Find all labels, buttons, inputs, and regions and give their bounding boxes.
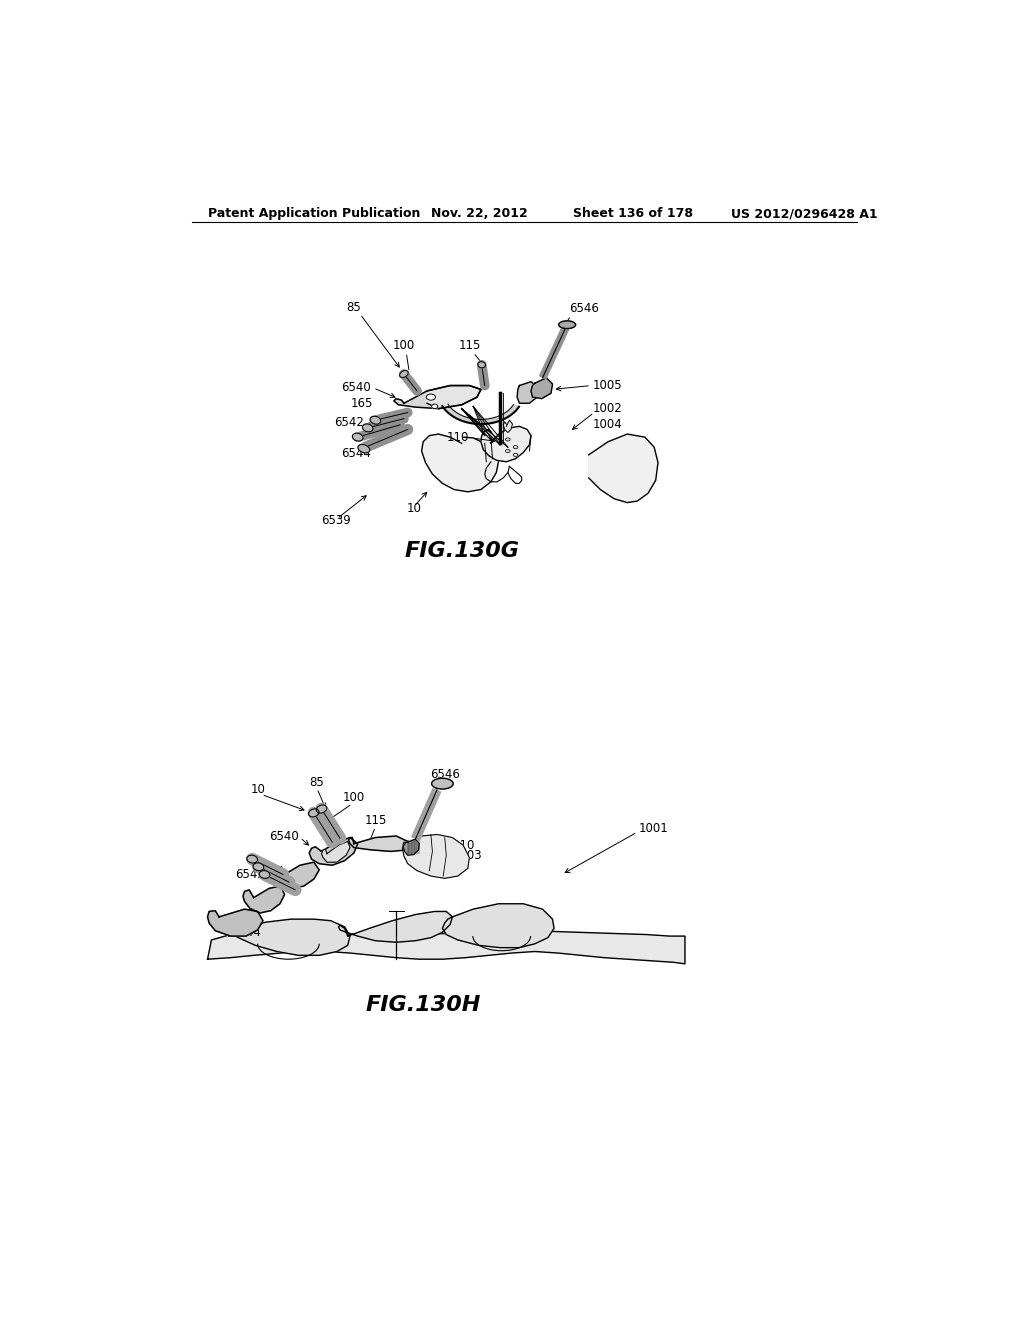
Text: 165: 165: [351, 397, 373, 409]
Polygon shape: [208, 931, 685, 964]
Polygon shape: [348, 836, 410, 851]
Text: 1002: 1002: [593, 403, 623, 416]
Ellipse shape: [352, 433, 364, 441]
Ellipse shape: [316, 805, 327, 813]
Text: 6546: 6546: [569, 302, 599, 315]
Ellipse shape: [358, 445, 370, 453]
Ellipse shape: [559, 321, 575, 329]
Text: 10: 10: [250, 783, 265, 796]
Text: 6544: 6544: [231, 925, 261, 939]
Ellipse shape: [399, 371, 409, 378]
Polygon shape: [394, 385, 481, 409]
Ellipse shape: [308, 809, 319, 817]
Ellipse shape: [513, 453, 518, 457]
Text: 10: 10: [407, 502, 421, 515]
Ellipse shape: [506, 449, 510, 453]
Polygon shape: [403, 840, 419, 855]
Text: 6542: 6542: [236, 869, 265, 880]
Ellipse shape: [362, 424, 373, 432]
Text: Sheet 136 of 178: Sheet 136 of 178: [573, 207, 693, 220]
Ellipse shape: [253, 863, 264, 871]
Text: 6542: 6542: [334, 416, 364, 429]
Polygon shape: [442, 904, 554, 948]
Text: 100: 100: [393, 339, 415, 352]
Text: 100: 100: [343, 791, 365, 804]
Text: Nov. 22, 2012: Nov. 22, 2012: [431, 207, 527, 220]
Text: FIG.130G: FIG.130G: [404, 541, 519, 561]
Ellipse shape: [478, 362, 485, 368]
Text: 1003: 1003: [453, 849, 482, 862]
Polygon shape: [223, 919, 350, 956]
Text: Patent Application Publication: Patent Application Publication: [208, 207, 420, 220]
Polygon shape: [322, 841, 350, 862]
Polygon shape: [531, 378, 553, 399]
Text: 110: 110: [453, 838, 475, 851]
Text: 6544: 6544: [341, 446, 371, 459]
Text: 6546: 6546: [430, 768, 460, 781]
Polygon shape: [503, 420, 512, 433]
Polygon shape: [427, 385, 481, 409]
Text: 85: 85: [309, 776, 325, 788]
Ellipse shape: [247, 855, 258, 863]
Text: 6539: 6539: [322, 513, 351, 527]
Text: 115: 115: [458, 339, 480, 352]
Text: US 2012/0296428 A1: US 2012/0296428 A1: [731, 207, 878, 220]
Polygon shape: [589, 434, 658, 503]
Polygon shape: [481, 426, 531, 462]
Text: 6540: 6540: [341, 381, 371, 395]
Ellipse shape: [432, 404, 438, 409]
Polygon shape: [402, 834, 469, 878]
Ellipse shape: [432, 779, 454, 789]
Ellipse shape: [426, 393, 435, 400]
Ellipse shape: [513, 446, 518, 449]
Text: 1001: 1001: [639, 822, 669, 834]
Polygon shape: [422, 434, 499, 492]
Polygon shape: [276, 862, 319, 888]
Ellipse shape: [370, 416, 381, 424]
Text: 85: 85: [346, 301, 361, 314]
Text: FIG.130H: FIG.130H: [366, 995, 481, 1015]
Text: 1005: 1005: [593, 379, 623, 392]
Ellipse shape: [506, 438, 510, 441]
Text: 115: 115: [365, 814, 387, 828]
Text: 1004: 1004: [593, 417, 623, 430]
Polygon shape: [243, 886, 285, 913]
Text: 6540: 6540: [268, 829, 298, 842]
Polygon shape: [442, 404, 519, 424]
Polygon shape: [208, 909, 263, 936]
Polygon shape: [517, 381, 539, 404]
Text: 110: 110: [447, 430, 469, 444]
Polygon shape: [339, 911, 453, 942]
Polygon shape: [309, 837, 357, 866]
Ellipse shape: [259, 871, 270, 878]
